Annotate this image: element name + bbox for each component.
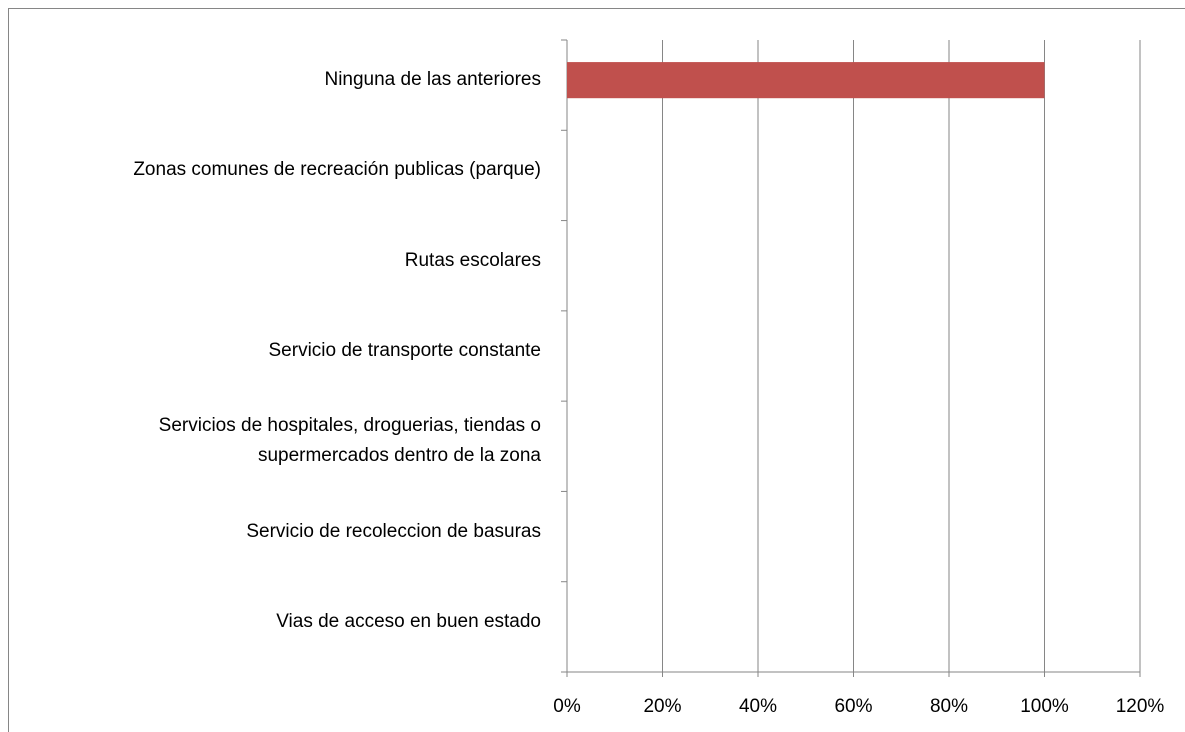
x-tick-label: 80% <box>930 696 968 717</box>
x-tick-label: 60% <box>834 696 872 717</box>
x-tick-label: 40% <box>739 696 777 717</box>
y-tick-label: Ninguna de las anteriores <box>324 69 541 91</box>
y-tick-label: Servicio de recoleccion de basuras <box>246 520 541 542</box>
x-tick-label: 20% <box>643 696 681 717</box>
x-tick-label: 120% <box>1116 696 1165 717</box>
bar <box>567 62 1045 99</box>
y-tick-label: Rutas escolares <box>404 249 541 271</box>
y-tick-label: Servicio de transporte constante <box>268 340 542 361</box>
y-tick-label: Vias de acceso en buen estado <box>276 610 541 632</box>
x-tick-label: 0% <box>553 696 581 717</box>
chart-border <box>8 8 1185 732</box>
y-tick-label: Servicios de hospitales, droguerias, tie… <box>158 415 541 467</box>
y-tick-label: Zonas comunes de recreación publicas (pa… <box>133 159 541 181</box>
x-tick-label: 100% <box>1020 696 1069 717</box>
